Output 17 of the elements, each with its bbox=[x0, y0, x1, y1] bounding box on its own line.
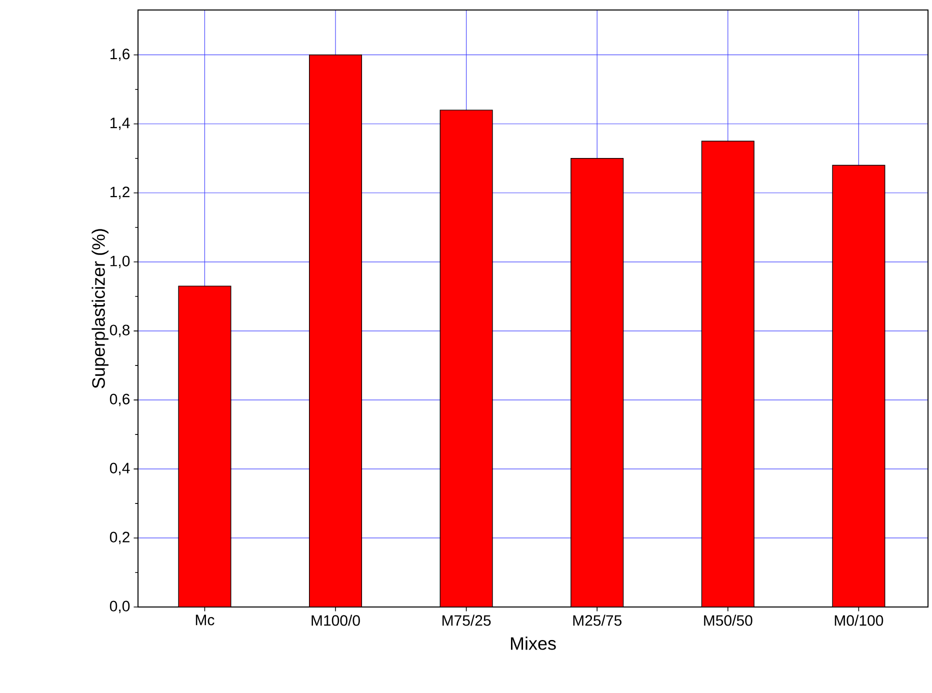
x-tick-label: Mc bbox=[196, 614, 214, 626]
y-tick-label: 1,4 bbox=[110, 118, 130, 130]
x-axis-title: Mixes bbox=[510, 636, 556, 650]
y-tick-label: 0,2 bbox=[110, 532, 130, 544]
x-tick-label: M0/100 bbox=[834, 614, 884, 626]
x-tick-label: M50/50 bbox=[704, 614, 752, 626]
y-tick-label: 0,0 bbox=[110, 600, 130, 614]
y-tick-label: 1,2 bbox=[110, 186, 130, 200]
x-tick-label: M25/75 bbox=[573, 614, 622, 626]
y-tick-label: 0,6 bbox=[110, 394, 130, 406]
y-tick-label: 1,6 bbox=[110, 48, 130, 62]
x-tick-label: M100/0 bbox=[312, 614, 360, 626]
y-tick-label: 0,8 bbox=[110, 324, 130, 338]
y-axis-title: Superplasticizer (%) bbox=[92, 229, 108, 388]
y-tick-label: 1,0 bbox=[110, 256, 130, 268]
x-tick-label: M75/25 bbox=[442, 614, 491, 626]
y-tick-label: 0,4 bbox=[110, 462, 130, 476]
